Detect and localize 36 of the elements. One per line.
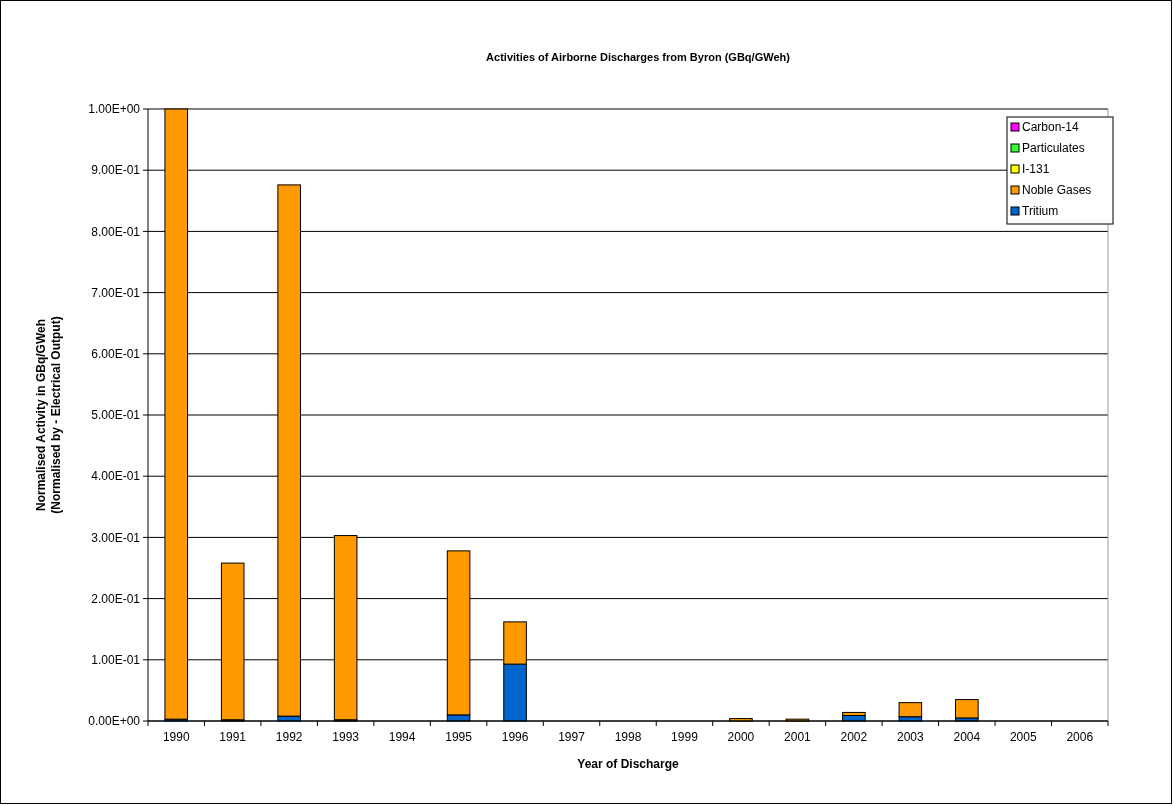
- y-tick-label: 4.00E-01: [91, 469, 141, 484]
- legend-label: Tritium: [1022, 204, 1059, 219]
- legend-label: Particulates: [1022, 141, 1085, 156]
- x-tick-label: 1991: [219, 730, 247, 744]
- x-tick-label: 1990: [162, 730, 190, 744]
- x-tick-label: 1997: [558, 730, 586, 744]
- y-axis-title: Normalised Activity in GBq/GWeh (Normalised by - Electrical Output): [34, 316, 63, 514]
- x-tick-label: 1992: [275, 730, 303, 744]
- y-tick-label: 6.00E-01: [91, 347, 141, 361]
- x-tick-label: 1998: [614, 730, 642, 744]
- x-tick-label: 2004: [953, 730, 981, 744]
- chart-title: Activities of Airborne Discharges from Byron (GBq/GWeh): [486, 51, 791, 63]
- y-tick-label: 1.00E-01: [91, 653, 141, 667]
- y-tick-label: 9.00E-01: [91, 163, 141, 178]
- legend-label: I-131: [1022, 162, 1050, 177]
- x-tick-label: 1996: [501, 730, 529, 744]
- x-tick-label: 1995: [445, 730, 473, 744]
- y-tick-label: 7.00E-01: [91, 285, 141, 300]
- x-tick-label: 1993: [332, 730, 360, 744]
- legend-label: Carbon-14: [1022, 120, 1080, 135]
- y-tick-label: 1.00E+00: [88, 102, 141, 117]
- x-tick-label: 2002: [840, 730, 868, 744]
- y-tick-label: 2.00E-01: [91, 591, 141, 606]
- y-tick-label: 3.00E-01: [91, 530, 141, 545]
- legend-label: Noble Gases: [1022, 183, 1092, 198]
- x-tick-label: 2003: [897, 730, 925, 744]
- y-tick-label: 8.00E-01: [91, 224, 141, 239]
- y-tick-label: 5.00E-01: [91, 408, 141, 423]
- x-tick-label: 1999: [671, 730, 699, 744]
- x-axis-title: Year of Discharge: [577, 757, 680, 771]
- x-tick-label: 2001: [784, 730, 812, 744]
- x-tick-label: 1994: [388, 730, 416, 744]
- x-tick-label: 2006: [1066, 730, 1094, 744]
- x-tick-label: 2000: [727, 730, 755, 744]
- x-tick-label: 2005: [1009, 730, 1037, 744]
- y-tick-label: 0.00E+00: [88, 714, 141, 729]
